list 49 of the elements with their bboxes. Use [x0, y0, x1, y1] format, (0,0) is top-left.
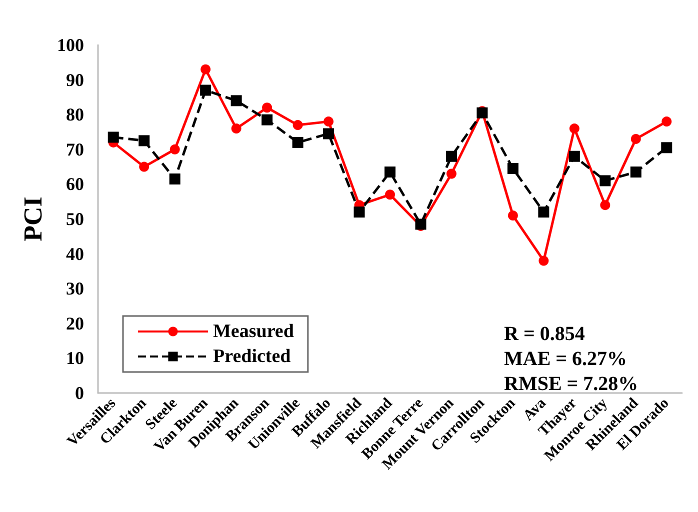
point — [600, 175, 611, 186]
point — [169, 173, 180, 184]
point — [600, 200, 610, 210]
point — [200, 64, 211, 74]
point — [630, 166, 642, 178]
y-tick-label: 70 — [66, 139, 84, 160]
y-tick-label: 100 — [57, 35, 84, 55]
point — [446, 168, 456, 179]
annotation: MAE = 6.27% — [504, 348, 628, 370]
point — [292, 120, 303, 130]
annotation: RMSE = 7.28% — [504, 373, 638, 395]
y-tick-label: 80 — [66, 104, 84, 125]
annotation: R = 0.854 — [504, 323, 585, 345]
point — [630, 134, 641, 144]
point — [108, 132, 119, 143]
point — [538, 256, 549, 266]
point — [262, 114, 273, 126]
y-tick-label: 10 — [66, 348, 84, 368]
y-tick-label: 20 — [66, 313, 84, 334]
point — [170, 144, 180, 154]
point — [508, 210, 518, 221]
point — [323, 128, 334, 140]
y-axis-title: PCI — [18, 196, 48, 242]
point — [384, 166, 396, 178]
y-tick-label: 90 — [66, 70, 84, 90]
point — [446, 150, 457, 162]
point — [138, 135, 150, 146]
point — [231, 124, 242, 134]
y-tick-label: 60 — [66, 174, 84, 194]
point — [569, 124, 580, 134]
point — [662, 116, 672, 127]
y-tick-label: 50 — [66, 209, 84, 229]
point — [568, 150, 580, 162]
point — [200, 84, 212, 96]
point — [324, 116, 334, 127]
point — [538, 206, 550, 218]
point — [354, 206, 365, 218]
y-tick-label: 0 — [75, 383, 84, 403]
legend-label: Measured — [213, 321, 294, 342]
legend-label: Predicted — [213, 346, 292, 367]
y-tick-label: 30 — [66, 278, 84, 299]
point — [262, 102, 272, 113]
point — [661, 142, 672, 154]
point — [139, 162, 150, 172]
point — [507, 163, 518, 174]
point — [292, 136, 304, 148]
y-tick-label: 40 — [66, 244, 84, 264]
point — [385, 190, 395, 200]
point — [230, 95, 242, 106]
